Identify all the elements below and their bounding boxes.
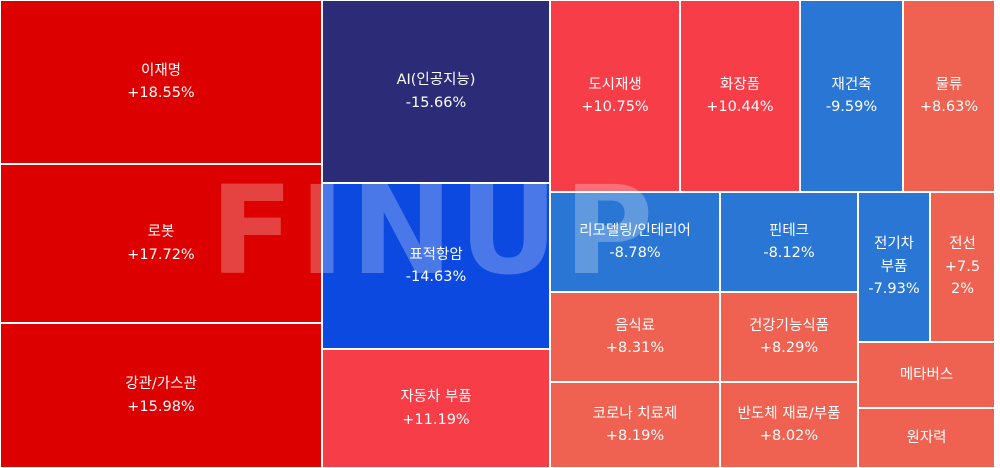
treemap-tile[interactable]: 강관/가스관 +15.98% — [0, 323, 322, 468]
tile-value-label: +7.5 2% — [944, 258, 981, 298]
tile-name-label: 메타버스 — [899, 366, 954, 383]
treemap-tile[interactable]: 핀테크 -8.12% — [720, 192, 858, 292]
tile-name-label: 반도체 재료/부품 — [737, 405, 841, 422]
tile-name-label: 로봇 — [147, 224, 175, 241]
treemap-tile[interactable]: 코로나 치료제 +8.19% — [550, 382, 720, 468]
tile-name-label: 이재명 — [140, 62, 182, 79]
tile-value-label: -9.59% — [825, 99, 878, 115]
treemap-tile[interactable]: 화장품 +10.44% — [680, 0, 800, 192]
tile-value-label: +10.44% — [706, 99, 774, 115]
tile-name-label: 자동차 부품 — [400, 389, 472, 406]
tile-value-label: -7.93% — [868, 281, 920, 298]
tile-value-label: +8.19% — [605, 428, 665, 444]
tile-value-label: -8.12% — [763, 245, 815, 261]
treemap-tile[interactable]: 리모델링/인테리어 -8.78% — [550, 192, 720, 292]
tile-value-label: +8.63% — [919, 99, 979, 115]
tile-value-label: -14.63% — [405, 269, 467, 285]
treemap-tile[interactable]: 표적항암 -14.63% — [322, 183, 550, 349]
tile-value-label: +8.31% — [605, 340, 665, 356]
treemap-tile[interactable]: 음식료 +8.31% — [550, 292, 720, 382]
tile-name-label: 음식료 — [614, 317, 656, 334]
tile-name-label: AI(인공지능) — [396, 72, 476, 89]
tile-value-label: -8.78% — [609, 245, 661, 261]
tile-value-label: +8.29% — [759, 340, 819, 356]
tile-name-label: 핀테크 — [768, 222, 810, 239]
treemap-tile[interactable]: 메타버스 — [858, 342, 995, 408]
tile-name-label: 건강기능식품 — [748, 317, 830, 334]
tile-name-label: 재건축 — [831, 76, 872, 93]
treemap-tile[interactable]: 재건축 -9.59% — [800, 0, 903, 192]
tile-name-label: 원자력 — [906, 429, 947, 446]
tile-value-label: +15.98% — [127, 398, 195, 415]
tile-name-label: 도시재생 — [588, 76, 642, 93]
treemap-tile[interactable]: 자동차 부품 +11.19% — [322, 349, 550, 468]
tile-name-label: 전선 — [949, 236, 976, 253]
treemap-tile[interactable]: 건강기능식품 +8.29% — [720, 292, 858, 382]
treemap-tile[interactable]: AI(인공지능) -15.66% — [322, 0, 550, 183]
treemap-tile[interactable]: 도시재생 +10.75% — [550, 0, 680, 192]
treemap-tile[interactable]: 물류 +8.63% — [903, 0, 995, 192]
treemap-tile[interactable]: 반도체 재료/부품 +8.02% — [720, 382, 858, 468]
tile-value-label: +11.19% — [402, 411, 470, 428]
treemap-tile[interactable]: 전기차 부품 -7.93% — [858, 192, 930, 342]
tile-value-label: +8.02% — [759, 428, 819, 444]
tile-name-label: 강관/가스관 — [125, 376, 197, 393]
tile-name-label: 코로나 치료제 — [592, 405, 678, 422]
tile-name-label: 전기차 부품 — [873, 236, 915, 275]
tile-value-label: +10.75% — [581, 99, 649, 115]
tile-value-label: +17.72% — [127, 246, 195, 263]
tile-name-label: 리모델링/인테리어 — [579, 222, 691, 239]
treemap-tile[interactable]: 원자력 — [858, 408, 995, 468]
tile-name-label: 화장품 — [719, 76, 761, 93]
tile-name-label: 물류 — [935, 76, 963, 93]
treemap-tile[interactable]: 전선 +7.5 2% — [930, 192, 995, 342]
tile-value-label: +18.55% — [127, 85, 195, 101]
treemap-tile[interactable]: 이재명 +18.55% — [0, 0, 322, 164]
tile-name-label: 표적항암 — [409, 246, 463, 263]
treemap-tile[interactable]: 로봇 +17.72% — [0, 164, 322, 323]
tile-value-label: -15.66% — [405, 94, 467, 111]
